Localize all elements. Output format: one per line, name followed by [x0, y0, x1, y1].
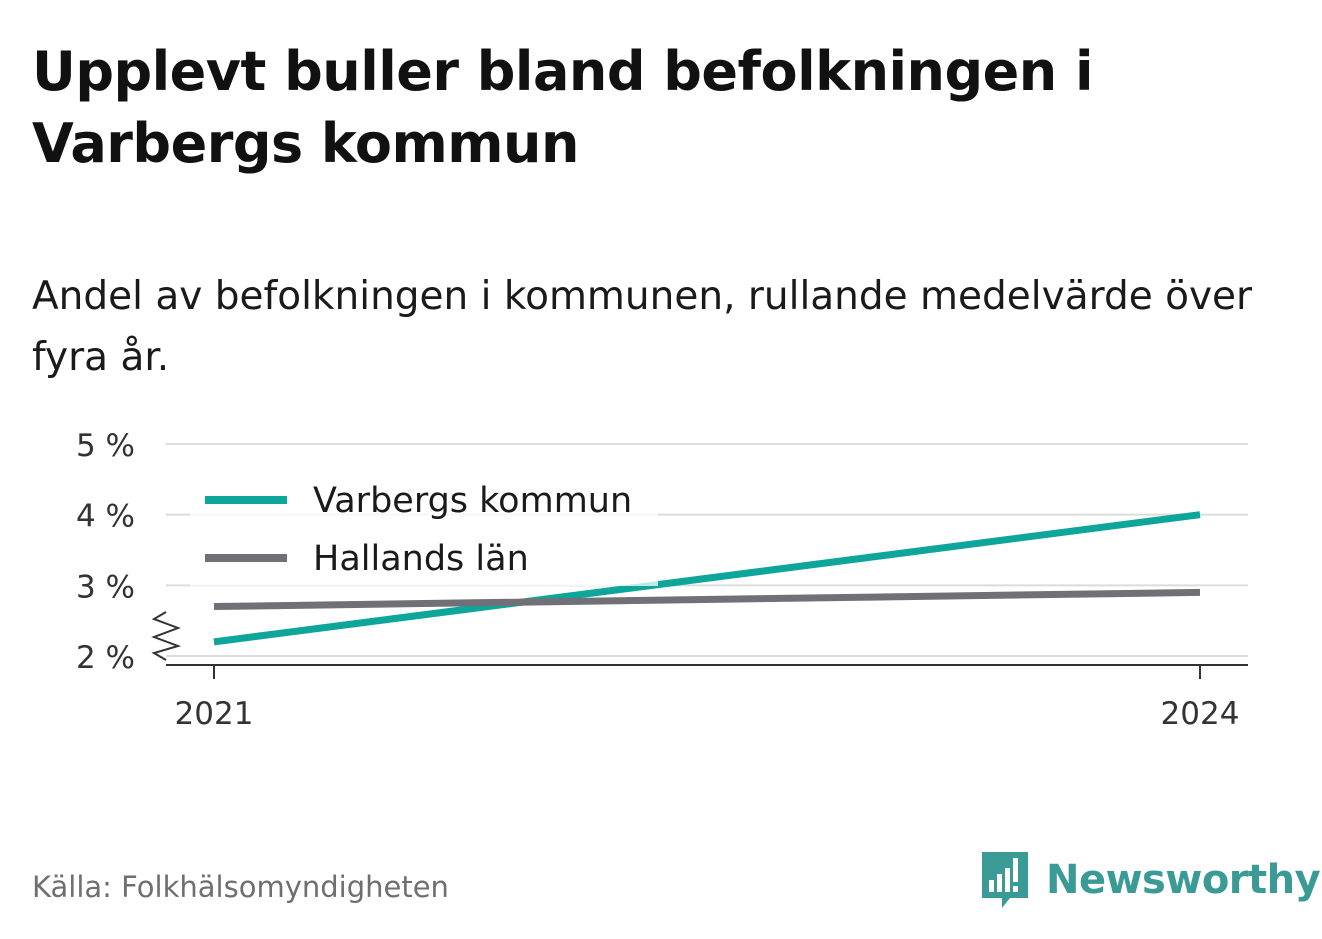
y-tick-label: 4 % — [76, 499, 135, 535]
y-tick-label: 3 % — [76, 569, 135, 605]
legend-label: Hallands län — [313, 539, 529, 579]
chart-subtitle: Andel av befolkningen i kommunen, rullan… — [32, 274, 1253, 380]
source-note: Källa: Folkhälsomyndigheten — [32, 870, 449, 904]
chart-title: Upplevt buller bland befolkningen i Varb… — [32, 40, 1094, 175]
x-tick-label: 2024 — [1161, 696, 1240, 732]
series-line — [213, 588, 1201, 611]
y-tick-label: 5 % — [76, 428, 135, 464]
x-tick-label: 2021 — [175, 696, 254, 732]
series-line — [213, 511, 1201, 646]
y-tick-label: 2 % — [76, 640, 135, 676]
brand-logo[interactable]: Newsworthy — [980, 850, 1321, 910]
brand-name: Newsworthy — [1046, 857, 1321, 903]
newsworthy-logo-icon — [982, 852, 1028, 908]
legend-label: Varbergs kommun — [313, 481, 632, 521]
y-axis-break — [151, 611, 182, 661]
